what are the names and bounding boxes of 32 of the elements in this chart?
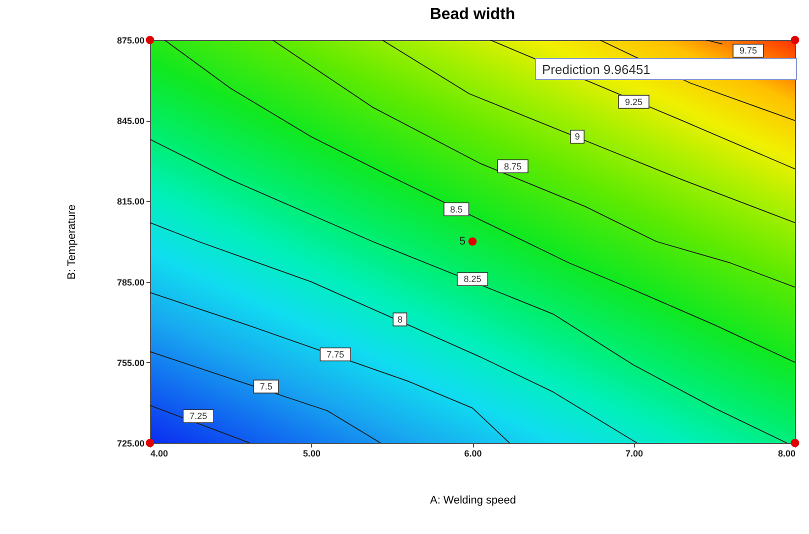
chart-title: Bead width [430, 6, 516, 23]
y-tick-label: 845.00 [116, 116, 144, 126]
annotation: 9.25 [624, 96, 643, 107]
line-series [150, 292, 510, 443]
y-tick-label: 725.00 [116, 438, 144, 448]
annotation: 5 [459, 236, 466, 248]
annotation: 7.25 [190, 411, 208, 422]
y-tick-label: 785.00 [116, 277, 144, 288]
x-tick-label: 8.00 [778, 448, 796, 458]
annotation: 8 [397, 314, 402, 324]
annotation: 8.75 [504, 161, 522, 172]
line-series [150, 138, 788, 443]
annotation: 8.25 [464, 274, 482, 284]
annotation: 7.75 [326, 349, 344, 360]
y-tick-label: 815.00 [116, 196, 144, 207]
line-series [382, 40, 795, 224]
annotation: 9 [574, 132, 580, 142]
y-tick-label: 755.00 [116, 358, 144, 368]
line-series [164, 40, 795, 363]
line-series [150, 222, 638, 443]
y-tick-label: 875.00 [116, 36, 144, 46]
annotation: 7.5 [260, 382, 272, 392]
x-tick-label: 7.00 [625, 448, 644, 458]
line-series [272, 40, 795, 288]
annotation: 9.75 [739, 46, 758, 56]
x-tick-label: 4.00 [150, 448, 168, 458]
x-tick-label: 5.00 [302, 448, 321, 458]
y-axis-title: B: Temperature [66, 204, 78, 280]
x-tick-label: 6.00 [464, 448, 482, 458]
annotation: 8.5 [450, 204, 463, 214]
text-box: Prediction 9.96451 [535, 58, 797, 80]
x-axis-title: A: Welding speed [430, 494, 516, 506]
